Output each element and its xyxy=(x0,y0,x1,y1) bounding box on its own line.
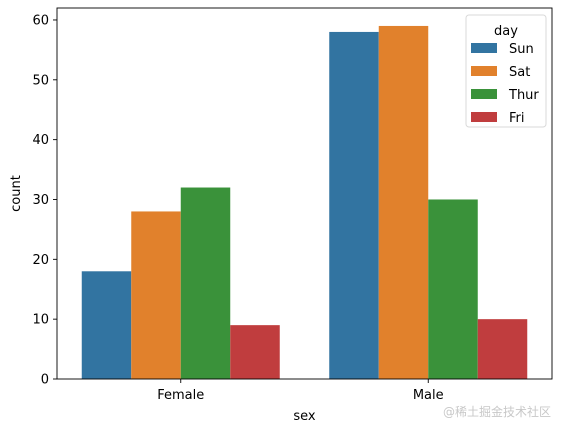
legend-label-sat: Sat xyxy=(509,65,530,80)
y-axis-label: count xyxy=(9,175,24,212)
bar-thur-female xyxy=(180,187,231,379)
legend-swatch-fri xyxy=(471,112,497,122)
y-tick-label-20: 20 xyxy=(32,253,49,268)
legend: day Sun Sat Thur Fri xyxy=(465,14,547,128)
bar-sun-female xyxy=(81,271,132,379)
y-tick-label-60: 60 xyxy=(32,13,49,28)
y-tick-label-30: 30 xyxy=(32,193,49,208)
legend-swatch-sun xyxy=(471,43,497,53)
y-tick-label-10: 10 xyxy=(32,313,49,328)
legend-label-thur: Thur xyxy=(508,88,539,103)
bar-sat-female xyxy=(131,211,181,379)
bar-fri-male xyxy=(477,319,528,379)
y-tick-label-40: 40 xyxy=(32,133,49,148)
legend-label-fri: Fri xyxy=(509,111,525,126)
watermark-text: @稀土掘金技术社区 xyxy=(443,405,552,419)
legend-swatch-sat xyxy=(471,66,497,76)
legend-swatch-thur xyxy=(471,89,497,99)
legend-title: day xyxy=(494,24,518,39)
y-tick-label-50: 50 xyxy=(32,73,49,88)
x-tick-label-female: Female xyxy=(157,388,204,403)
legend-label-sun: Sun xyxy=(509,42,534,57)
axes-layer xyxy=(56,7,553,380)
bar-thur-male xyxy=(428,199,478,379)
bar-fri-female xyxy=(230,325,280,379)
y-tick-label-0: 0 xyxy=(41,373,49,388)
x-tick-label-male: Male xyxy=(413,388,444,403)
x-axis-label: sex xyxy=(293,409,316,424)
bar-sun-male xyxy=(329,31,379,379)
bars-layer xyxy=(81,25,528,379)
ticks-layer: Female Male 0 10 20 30 40 50 60 xyxy=(32,13,443,403)
bar-sat-male xyxy=(378,25,429,379)
plot-frame xyxy=(56,7,553,380)
